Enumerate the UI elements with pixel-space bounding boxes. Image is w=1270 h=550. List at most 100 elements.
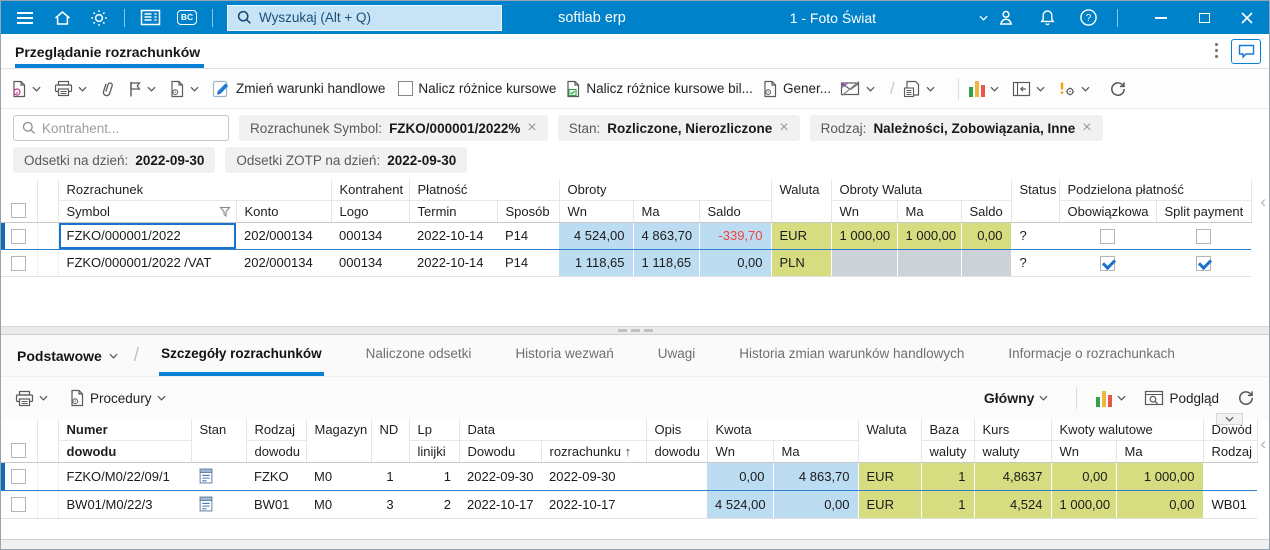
chip-close-icon[interactable]: × [1082,119,1092,136]
tab-historia-wezwan[interactable]: Historia wezwań [515,346,614,361]
close-button[interactable] [1235,5,1259,31]
row-checkbox[interactable] [11,255,26,271]
settlement-documents-button[interactable] [903,80,935,98]
alerts-settings-button[interactable] [1058,80,1090,98]
filter-chip-symbol[interactable]: Rozrachunek Symbol: FZKO/000001/2022% × [239,115,548,141]
calc-exchange-differences-balance-button[interactable]: Nalicz różnice kursowe bil... [565,80,753,98]
analysis-chart-button[interactable] [968,80,999,97]
company-selector[interactable]: 1 - Foto Świat [672,10,994,26]
column-ow-wn[interactable]: Wn [831,200,898,223]
column-kurs-waluty[interactable]: Kurs [974,419,1052,441]
column-dowod-rodzaj[interactable]: Rodzaj [1203,440,1258,463]
row-checkbox[interactable] [11,497,26,513]
global-search[interactable] [227,4,503,31]
filter-chip-rodzaj[interactable]: Rodzaj: Należności, Zobowiązania, Inne × [809,115,1103,141]
side-panel-button[interactable] [1012,81,1045,97]
column-kurs-waluty-sub[interactable]: waluty [974,440,1052,463]
flag-button[interactable] [128,80,156,98]
splitter-handle[interactable] [1,326,1269,335]
column-nd[interactable]: ND [371,419,410,463]
row-checkbox[interactable] [11,228,26,244]
split-payment-checkbox[interactable] [1196,228,1212,244]
column-data-rozrachunku[interactable]: rozrachunku ↑ [541,440,647,463]
tab-historia-zmian[interactable]: Historia zmian warunków handlowych [739,346,965,361]
view-selector[interactable]: Główny [984,390,1049,406]
active-document-tab[interactable]: Przeglądanie rozrachunków [15,41,205,68]
tab-informacje[interactable]: Informacje o rozrachunkach [1008,346,1175,361]
column-rodzaj-dowodu[interactable]: Rodzaj [246,419,307,441]
obowiazkowa-checkbox[interactable] [1100,255,1116,271]
split-payment-checkbox[interactable] [1196,255,1212,271]
column-numer-dowodu-sub[interactable]: dowodu [58,440,192,463]
column-kw-wn[interactable]: Wn [1051,440,1117,463]
new-document-button[interactable] [11,80,41,98]
table-row[interactable]: FZKO/M0/22/09/1 FZKO M0 1 1 2022-09-30 2… [1,461,1269,491]
chip-close-icon[interactable]: × [779,119,789,136]
column-opis-dowodu-sub[interactable]: dowodu [646,440,708,463]
row-checkbox[interactable] [11,469,26,485]
grid-scroll-left-icon[interactable]: ‹ [1260,434,1266,453]
change-trade-terms-button[interactable]: Zmień warunki handlowe [212,80,385,98]
column-konto[interactable]: Konto [236,200,332,223]
chip-close-icon[interactable]: × [527,119,537,136]
assistant-sun-icon[interactable] [87,5,111,31]
column-waluta[interactable]: Waluta [858,419,922,463]
filter-chip-stan[interactable]: Stan: Rozliczone, Nierozliczone × [557,115,800,141]
refresh-button[interactable] [1109,80,1127,98]
detail-analysis-chart-button[interactable] [1096,390,1126,407]
column-obowiazkowa[interactable]: Obowiązkowa [1059,200,1157,223]
home-icon[interactable] [50,5,74,31]
calc-exchange-differences-button[interactable]: Nalicz różnice kursowe [398,81,556,96]
column-termin[interactable]: Termin [409,200,498,223]
grid-scroll-down-button[interactable] [1216,413,1243,425]
table-row[interactable]: FZKO/000001/2022 /VAT 202/000134 000134 … [1,249,1269,277]
procedures-button[interactable]: Procedury [69,389,166,407]
help-icon[interactable]: ? [1076,5,1100,31]
preview-button[interactable]: Podgląd [1144,390,1219,407]
user-icon[interactable] [994,5,1018,31]
filter-chip-odsetki-zotp[interactable]: Odsetki ZOTP na dzień: 2022-09-30 [225,147,468,173]
attachments-button[interactable] [100,80,115,98]
column-saldo[interactable]: Saldo [699,200,772,223]
news-icon[interactable] [138,5,162,31]
select-all-checkbox[interactable] [11,202,26,218]
column-opis-dowodu[interactable]: Opis [646,419,708,441]
column-split-payment[interactable]: Split payment [1156,200,1252,223]
column-kwota-wn[interactable]: Wn [707,440,774,463]
cell-symbol[interactable]: FZKO/000001/2022 [58,221,236,250]
bottom-scrollbar[interactable] [1,539,1269,549]
column-wn[interactable]: Wn [559,200,634,223]
detail-refresh-button[interactable] [1237,389,1255,407]
column-stan[interactable]: Stan [191,419,247,463]
column-data-dowodu[interactable]: Dowodu [459,440,542,463]
grid-scroll-left-icon[interactable]: ‹ [1260,192,1266,211]
column-kwota-ma[interactable]: Ma [773,440,859,463]
kontrahent-filter-input[interactable] [42,120,220,136]
generate-button[interactable]: Gener... [762,80,831,98]
global-search-input[interactable] [259,10,493,25]
column-ow-ma[interactable]: Ma [897,200,962,223]
filter-funnel-icon[interactable] [218,206,231,218]
column-baza-waluty[interactable]: Baza [921,419,975,441]
kontrahent-filter[interactable] [13,115,229,141]
filter-chip-odsetki[interactable]: Odsetki na dzień: 2022-09-30 [13,147,216,173]
column-sposob[interactable]: Sposób [497,200,560,223]
maximize-button[interactable] [1192,5,1216,31]
column-kw-ma[interactable]: Ma [1116,440,1204,463]
column-magazyn[interactable]: Magazyn [306,419,372,463]
column-status[interactable]: Status [1011,179,1060,223]
print-button[interactable] [54,80,87,97]
table-row[interactable]: BW01/M0/22/3 BW01 M0 3 2 2022-10-17 2022… [1,490,1269,519]
tab-naliczone-odsetki[interactable]: Naliczone odsetki [365,346,472,361]
column-logo[interactable]: Logo [331,200,410,223]
bc-module-icon[interactable]: BC [175,5,199,31]
tab-uwagi[interactable]: Uwagi [657,346,696,361]
column-ma[interactable]: Ma [633,200,700,223]
tab-szczegoly-rozrachunkow[interactable]: Szczegóły rozrachunków [159,335,324,376]
correspondence-button[interactable] [840,80,875,97]
table-row[interactable]: FZKO/000001/2022 202/000134 000134 2022-… [1,221,1269,250]
cell-numer[interactable]: FZKO/M0/22/09/1 [58,461,191,491]
hamburger-menu-icon[interactable] [13,5,37,31]
cell-symbol[interactable]: FZKO/000001/2022 /VAT [58,249,236,277]
notifications-bell-icon[interactable] [1035,5,1059,31]
